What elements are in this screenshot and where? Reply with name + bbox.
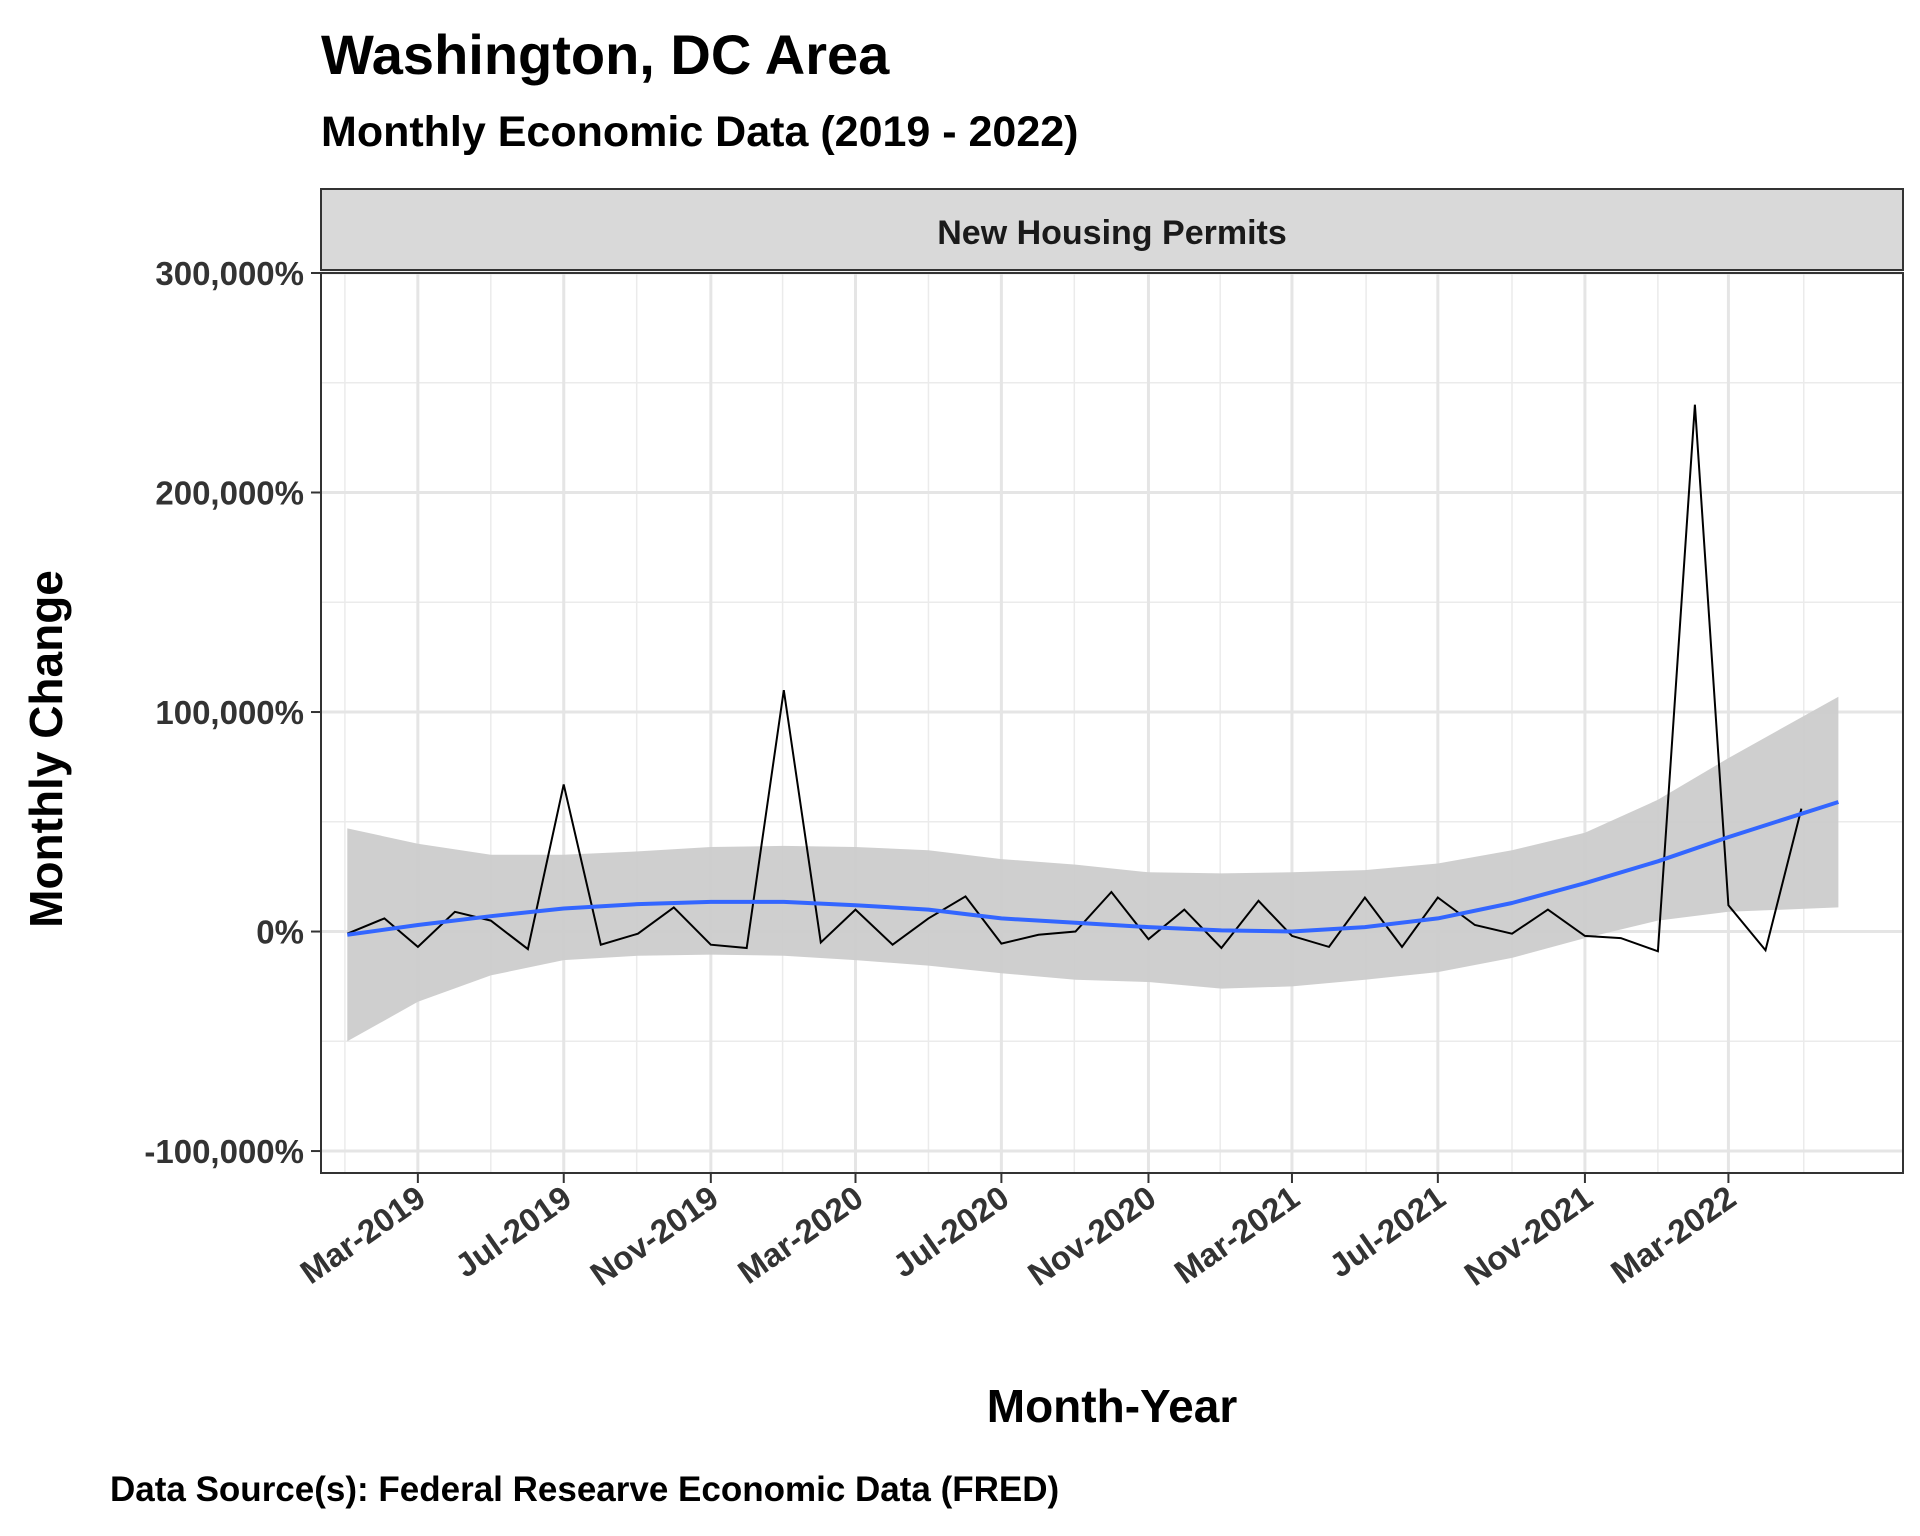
x-tick-label: Mar-2021: [1168, 1178, 1306, 1290]
chart-subtitle: Monthly Economic Data (2019 - 2022): [321, 108, 1079, 156]
x-tick-label: Mar-2022: [1604, 1178, 1742, 1290]
panel-border: [320, 272, 1904, 1174]
chart-title: Washington, DC Area: [321, 23, 890, 86]
y-tick-label: 0%: [256, 914, 304, 951]
plot-panel: [320, 271, 1904, 1174]
x-tick-label: Mar-2020: [731, 1178, 869, 1290]
y-axis: -100,000% 0% 100,000% 200,000% 300,000%: [144, 255, 321, 1170]
x-axis: Mar-2019 Jul-2019 Nov-2019 Mar-2020 Jul-2020…: [293, 1173, 1742, 1293]
data-source-caption: Data Source(s): Federal Researve Economi…: [110, 1470, 1060, 1509]
facet-strip: New Housing Permits: [320, 188, 1904, 271]
x-tick-label: Nov-2019: [583, 1178, 724, 1292]
smooth-confidence-ribbon: [347, 696, 1839, 1042]
x-axis-title: Month-Year: [987, 1380, 1238, 1432]
x-tick-label: Nov-2021: [1458, 1178, 1599, 1292]
x-tick-label: Nov-2020: [1021, 1178, 1162, 1292]
panel-background: [321, 273, 1903, 1173]
y-tick-label: 300,000%: [155, 255, 304, 292]
x-tick-label: Jul-2020: [886, 1178, 1015, 1284]
x-tick-label: Jul-2019: [448, 1178, 577, 1284]
y-tick-label: 200,000%: [155, 475, 304, 512]
y-tick-label: 100,000%: [155, 694, 304, 731]
x-tick-label: Jul-2021: [1322, 1178, 1451, 1284]
y-tick-label: -100,000%: [144, 1133, 304, 1170]
y-axis-title: Monthly Change: [20, 570, 72, 928]
series-line: [346, 404, 1803, 953]
smooth-fit-line: [347, 800, 1840, 937]
x-tick-label: Mar-2019: [293, 1178, 431, 1290]
facet-strip-bg: [320, 188, 1904, 271]
facet-strip-label: New Housing Permits: [937, 214, 1287, 252]
